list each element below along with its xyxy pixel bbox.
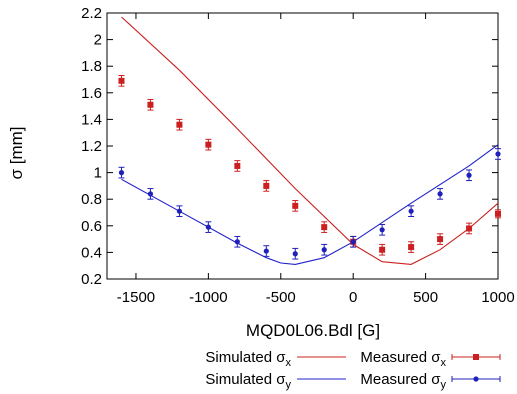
legend-subscript: y: [441, 379, 447, 391]
marker-circle: [147, 191, 154, 197]
x-tick-label: -1500: [117, 289, 155, 306]
y-tick-label: 1.4: [81, 111, 102, 128]
x-tick-label: 0: [349, 289, 357, 306]
data-point: [321, 221, 328, 233]
legend-subscript: y: [286, 379, 292, 391]
y-tick-label: 1.2: [81, 138, 102, 155]
y-tick-label: 0.6: [81, 218, 102, 235]
marker-square: [495, 210, 501, 217]
data-point: [147, 188, 154, 200]
marker-square: [408, 244, 415, 251]
data-point: [321, 243, 328, 256]
series-line: [121, 144, 499, 265]
data-point: [408, 205, 415, 217]
data-point: [176, 118, 183, 131]
data-point: [379, 243, 386, 256]
data-point: [379, 223, 386, 236]
data-point: [176, 205, 183, 217]
marker-circle: [466, 172, 472, 178]
y-tick-label: 2: [94, 32, 102, 49]
data-point: [118, 75, 125, 87]
legend-entry: Measured σx: [360, 349, 501, 369]
marker-square: [234, 162, 241, 169]
legend-subscript: x: [286, 357, 292, 369]
data-point: [205, 221, 212, 233]
x-tick-label: 500: [413, 289, 438, 306]
x-tick-label: 1000: [481, 289, 514, 306]
marker-square: [379, 246, 386, 253]
marker-circle: [292, 251, 298, 257]
series-layer: [118, 16, 501, 265]
marker-square: [205, 141, 212, 148]
y-tick-label: 1.8: [81, 58, 102, 75]
marker-square: [437, 236, 444, 243]
data-point: [466, 169, 473, 182]
data-point: [118, 166, 125, 179]
marker-square: [147, 101, 154, 108]
data-point: [350, 235, 357, 248]
data-point: [437, 233, 444, 245]
series-line: [121, 16, 499, 265]
marker-circle: [263, 248, 269, 254]
marker-circle: [495, 151, 501, 157]
marker-square: [176, 121, 183, 128]
data-point: [263, 245, 270, 257]
marker-circle: [379, 227, 385, 233]
y-tick-label: 0.2: [81, 271, 102, 288]
data-point: [466, 222, 473, 235]
data-point: [263, 180, 270, 192]
data-point: [234, 235, 241, 248]
legend-entry: Simulated σx: [205, 349, 346, 369]
legend-entry: Simulated σy: [205, 371, 346, 391]
legend: Simulated σx Measured σx Simulated σy Measu…: [205, 349, 501, 391]
marker-circle: [176, 208, 183, 214]
data-point: [408, 241, 415, 253]
marker-square: [263, 182, 270, 189]
data-point: [292, 200, 299, 212]
data-point: [205, 138, 212, 151]
marker-square: [321, 224, 328, 231]
data-point: [234, 160, 241, 172]
legend-label: Measured σy: [360, 371, 446, 391]
marker-square: [292, 202, 299, 209]
data-point: [495, 209, 501, 219]
marker-circle: [437, 191, 443, 197]
x-tick-label: -500: [266, 289, 296, 306]
marker-circle: [118, 170, 125, 176]
marker-circle: [321, 247, 327, 253]
data-point: [292, 247, 299, 260]
legend-label: Simulated σx: [205, 349, 291, 369]
y-tick-label: 0.4: [81, 244, 102, 261]
legend-subscript: x: [441, 357, 447, 369]
x-axis-title: MQD0L06.Bdl [G]: [246, 321, 380, 340]
y-tick-label: 2.2: [81, 5, 102, 22]
axis-ticks: -1500 -1000 -500 0 500 1000 0.2 0.4 0.6 0.8 1 1.2 1.…: [81, 5, 515, 306]
marker-square: [466, 225, 473, 232]
y-axis-title: σ [mm]: [7, 127, 26, 180]
marker-square: [118, 77, 125, 84]
y-tick-label: 1.6: [81, 85, 102, 102]
marker-circle: [350, 239, 356, 245]
legend-label: Simulated σy: [205, 371, 291, 391]
legend-swatch-marker: [473, 376, 479, 382]
y-tick-label: 0.8: [81, 191, 102, 208]
x-tick-label: -1000: [189, 289, 227, 306]
marker-circle: [205, 224, 211, 230]
data-point: [147, 98, 154, 111]
data-point: [495, 148, 501, 160]
data-point: [437, 188, 444, 200]
marker-circle: [234, 239, 240, 245]
legend-swatch-marker: [473, 354, 479, 360]
legend-label: Measured σx: [360, 349, 446, 369]
legend-entry: Measured σy: [360, 371, 501, 391]
marker-circle: [408, 208, 414, 214]
y-tick-label: 1: [94, 165, 102, 182]
